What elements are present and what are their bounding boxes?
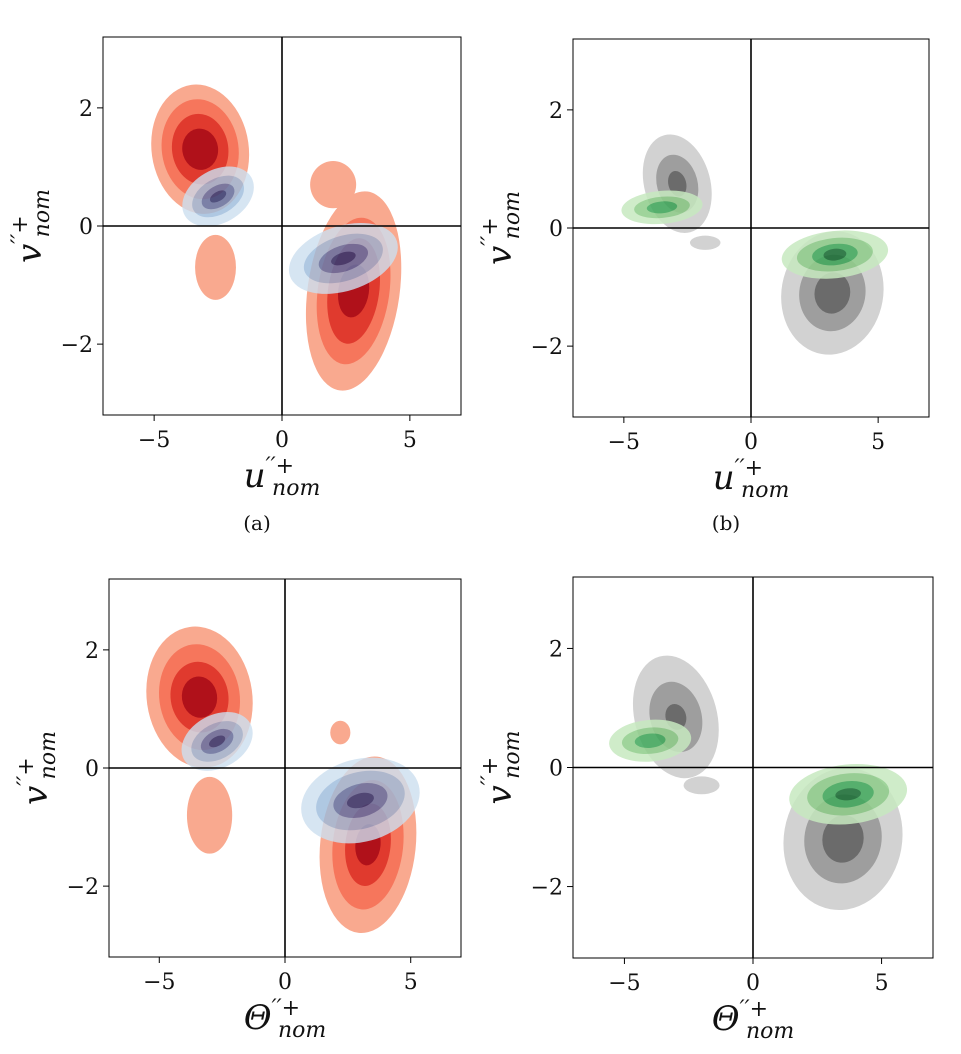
- x-tick-label: −5: [608, 971, 640, 996]
- y-axis-label: v′′+nom: [14, 731, 61, 805]
- plot-area: [621, 134, 889, 355]
- x-tick-label: 0: [278, 970, 292, 995]
- contour-reds-blob-1-level-4: [181, 676, 218, 718]
- contour-greys-blob-2-level-3: [822, 815, 864, 863]
- series-greens: [609, 719, 908, 825]
- contour-greys-blob-3-level-1: [689, 235, 721, 250]
- panel-2: −5 0 5 −2 0 2 u′′+ nom v′′+nom (b): [478, 38, 930, 535]
- x-tick-label: −5: [608, 430, 640, 455]
- x-tick-label: 0: [744, 430, 758, 455]
- y-tick-label: 0: [549, 217, 563, 242]
- y-tick-label: −2: [67, 875, 99, 900]
- y-tick-label: 0: [549, 757, 563, 782]
- contour-greys-blob-3-level-1: [683, 776, 720, 795]
- panel-3: −5 0 5 −2 0 2 Θ′′+ nom v′′+nom: [14, 578, 462, 1043]
- contour-blues-blob-1-level-4: [209, 735, 226, 748]
- x-tick-label: 5: [871, 430, 885, 455]
- panel-caption: (a): [243, 511, 271, 535]
- y-tick-label: −2: [531, 876, 563, 901]
- x-tick-label: 0: [275, 428, 289, 453]
- contour-reds-blob-3-level-1: [186, 776, 233, 854]
- y-tick-label: 2: [549, 99, 563, 124]
- y-axis-label: v′′+nom: [478, 191, 525, 265]
- x-tick-label: −5: [143, 970, 175, 995]
- plot-area: [609, 655, 908, 911]
- contour-blues-blob-2-level-4: [331, 251, 356, 266]
- x-tick-label: −5: [138, 428, 170, 453]
- contour-greens-blob-2-level-4: [823, 248, 847, 261]
- x-axis-label: u′′+ nom: [244, 454, 321, 501]
- y-tick-label: −2: [61, 333, 93, 358]
- x-tick-label: 5: [875, 971, 889, 996]
- y-tick-label: 2: [85, 639, 99, 664]
- contour-reds-blob-4-level-1: [330, 720, 351, 745]
- contour-greens-blob-1-level-3: [646, 201, 678, 214]
- series-greens: [621, 190, 889, 279]
- contour-reds-blob-4-level-1: [310, 161, 357, 209]
- y-axis-label: v′′+nom: [8, 189, 55, 263]
- x-tick-label: 5: [403, 428, 417, 453]
- y-tick-label: 2: [549, 637, 563, 662]
- contour-blues-blob-2-level-4: [346, 792, 374, 809]
- y-tick-label: 2: [79, 97, 93, 122]
- contour-greys-blob-2-level-3: [814, 272, 851, 314]
- contour-reds-blob-1-level-4: [182, 128, 219, 170]
- contour-greens-blob-1-level-3: [634, 733, 666, 748]
- y-tick-label: 0: [79, 215, 93, 240]
- panel-caption: (b): [712, 511, 740, 535]
- contour-reds-blob-3-level-1: [195, 234, 236, 300]
- x-axis-label: u′′+ nom: [713, 456, 790, 503]
- panel-4: −5 0 5 −2 0 2 Θ′′+ nom v′′+nom: [478, 576, 934, 1044]
- contour-greys-blob-1-level-3: [668, 170, 687, 197]
- plot-area: [151, 84, 402, 391]
- series-blues: [181, 712, 420, 844]
- x-tick-label: 0: [746, 971, 760, 996]
- panel-1: −5 0 5 −2 0 2 u′′+ nom v′′+nom (a): [8, 36, 462, 535]
- series-blues: [182, 166, 398, 294]
- contour-greens-blob-2-level-4: [835, 788, 861, 801]
- contour-blues-blob-1-level-4: [209, 190, 227, 203]
- y-tick-label: 0: [85, 757, 99, 782]
- x-axis-label: Θ′′+ nom: [244, 996, 327, 1043]
- x-tick-label: 5: [404, 970, 418, 995]
- plot-area: [146, 626, 420, 934]
- y-axis-label: v′′+nom: [478, 731, 525, 805]
- y-tick-label: −2: [531, 335, 563, 360]
- x-axis-label: Θ′′+ nom: [712, 997, 795, 1044]
